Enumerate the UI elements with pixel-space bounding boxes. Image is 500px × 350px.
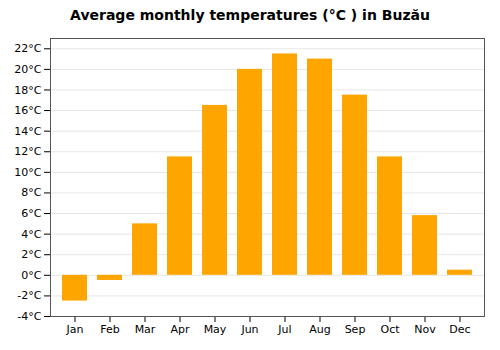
svg-text:Jan: Jan <box>66 323 84 336</box>
svg-text:10°C: 10°C <box>14 166 41 179</box>
svg-text:14°C: 14°C <box>14 125 41 138</box>
svg-text:Jun: Jun <box>240 323 258 336</box>
svg-text:-2°C: -2°C <box>17 289 41 302</box>
svg-text:-4°C: -4°C <box>17 310 41 323</box>
svg-text:22°C: 22°C <box>14 42 41 55</box>
svg-text:16°C: 16°C <box>14 104 41 117</box>
svg-text:Apr: Apr <box>170 323 190 336</box>
svg-text:Dec: Dec <box>449 323 470 336</box>
svg-text:Nov: Nov <box>414 323 436 336</box>
svg-text:Oct: Oct <box>380 323 400 336</box>
svg-text:2°C: 2°C <box>21 248 41 261</box>
svg-text:18°C: 18°C <box>14 84 41 97</box>
svg-text:6°C: 6°C <box>21 207 41 220</box>
svg-text:12°C: 12°C <box>14 145 41 158</box>
svg-text:0°C: 0°C <box>21 269 41 282</box>
svg-text:Mar: Mar <box>135 323 156 336</box>
svg-text:Jul: Jul <box>277 323 291 336</box>
svg-text:May: May <box>204 323 227 336</box>
html-text:Average monthly temperatures (: Average monthly temperatures (°C ) in Bu… <box>70 7 430 23</box>
svg-text:Aug: Aug <box>309 323 330 336</box>
svg-text:Feb: Feb <box>100 323 119 336</box>
svg-text:20°C: 20°C <box>14 63 41 76</box>
svg-text:4°C: 4°C <box>21 228 41 241</box>
svg-text:Sep: Sep <box>345 323 366 336</box>
svg-text:8°C: 8°C <box>21 186 41 199</box>
